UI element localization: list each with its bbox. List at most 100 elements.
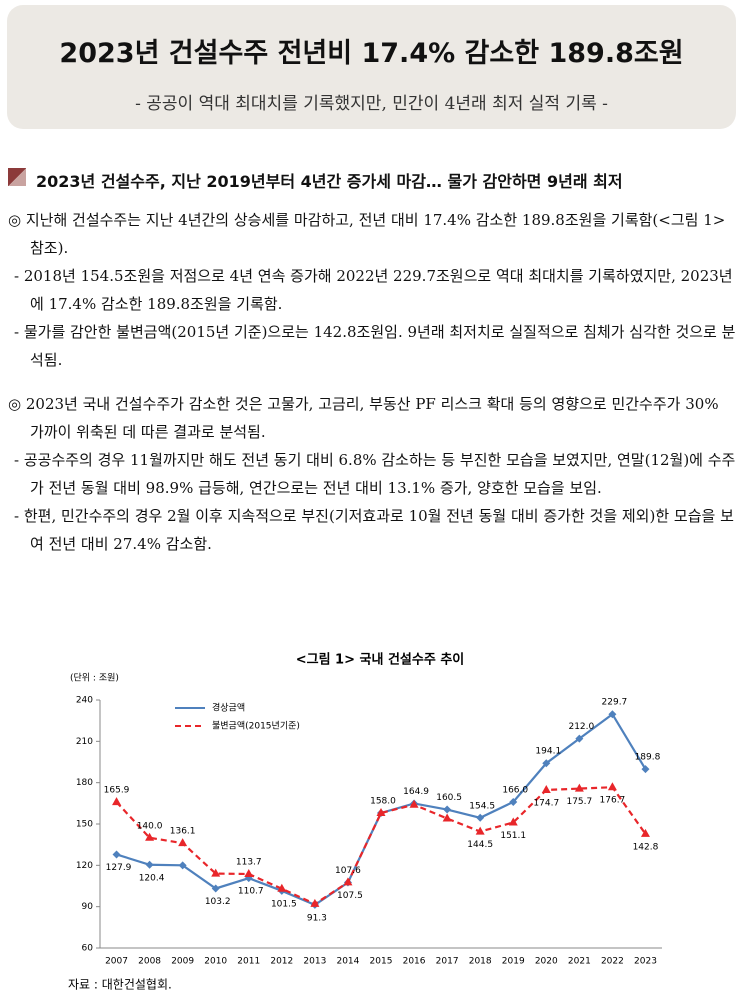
heading: 2023년 건설수주, 지난 2019년부터 4년간 증가세 마감… 물가 감안…	[8, 168, 736, 192]
point	[343, 877, 353, 886]
point	[277, 883, 287, 892]
value-label: 107.5	[337, 891, 363, 901]
value-label: 103.2	[205, 897, 231, 907]
value-label: 154.5	[469, 801, 495, 811]
value-label: 144.5	[467, 840, 493, 850]
point	[541, 784, 551, 793]
point	[112, 797, 122, 806]
value-label: 165.9	[104, 786, 130, 796]
sub-item: 공공수주의 경우 11월까지만 해도 전년 동기 대비 6.8% 감소하는 등 …	[8, 446, 736, 502]
value-label: 176.7	[600, 796, 626, 806]
y-tick-label: 180	[76, 778, 93, 788]
x-tick-label: 2010	[204, 957, 227, 967]
legend-label: 경상금액	[212, 702, 245, 714]
value-label: 120.4	[139, 873, 165, 883]
point	[145, 860, 154, 869]
bullet: 2023년 국내 건설수주가 감소한 것은 고물가, 고금리, 부동산 PF 리…	[8, 390, 736, 446]
y-tick-label: 240	[76, 696, 93, 706]
value-label: 189.8	[635, 753, 661, 763]
value-label: 140.0	[137, 821, 163, 831]
value-label: 127.9	[106, 863, 132, 873]
source: 자료 : 대한건설협회.	[68, 978, 172, 992]
x-tick-label: 2014	[336, 957, 359, 967]
value-label: 174.7	[533, 798, 559, 808]
value-label: 166.0	[502, 785, 528, 795]
sub-item: 2018년 154.5조원을 저점으로 4년 연속 증가해 2022년 229.…	[8, 262, 736, 318]
x-tick-label: 2016	[403, 957, 426, 967]
value-label: 110.7	[238, 887, 264, 897]
point	[509, 797, 518, 806]
value-label: 107.6	[335, 866, 361, 876]
point	[211, 884, 220, 893]
point	[574, 783, 584, 792]
point	[442, 813, 452, 822]
y-tick-label: 150	[76, 820, 93, 830]
point	[178, 861, 187, 870]
legend-label: 불변금액(2015년기준)	[212, 720, 300, 732]
y-tick-label: 90	[82, 902, 94, 912]
point	[244, 869, 254, 878]
point	[641, 765, 650, 774]
point	[409, 799, 419, 808]
point	[607, 782, 617, 791]
unit: (단위 : 조원)	[70, 673, 119, 684]
series-line	[115, 786, 647, 906]
point	[608, 710, 617, 719]
x-tick-label: 2021	[568, 957, 591, 967]
value-label: 136.1	[170, 827, 196, 837]
x-tick-label: 2022	[601, 957, 624, 967]
y-tick-label: 60	[82, 944, 94, 954]
value-label: 229.7	[602, 698, 628, 708]
point	[145, 832, 155, 841]
value-label: 164.9	[403, 787, 429, 797]
value-label: 158.0	[370, 796, 396, 806]
section: 2023년 건설수주, 지난 2019년부터 4년간 증가세 마감… 물가 감안…	[8, 168, 736, 558]
point	[310, 898, 320, 907]
x-tick-label: 2023	[634, 957, 657, 967]
x-tick-label: 2018	[469, 957, 492, 967]
y-tick-label: 120	[76, 861, 93, 871]
value-label: 160.5	[436, 793, 462, 803]
x-tick-label: 2019	[502, 957, 525, 967]
value-label: 101.5	[271, 899, 297, 909]
point	[376, 807, 386, 816]
chart: <그림 1> 국내 건설수주 추이 (단위 : 조원) 자료 : 대한건설협회.…	[68, 652, 662, 992]
sub-item: 물가를 감안한 불변금액(2015년 기준)으로는 142.8조원임. 9년래 …	[8, 318, 736, 374]
point	[211, 868, 221, 877]
spacer	[8, 374, 736, 390]
value-label: 194.1	[535, 747, 561, 757]
x-tick-label: 2020	[535, 957, 558, 967]
value-label: 151.1	[500, 831, 526, 841]
x-tick-label: 2009	[171, 957, 194, 967]
point	[112, 850, 121, 859]
value-label: 113.7	[236, 858, 262, 868]
bullet: 지난해 건설수주는 지난 4년간의 상승세를 마감하고, 전년 대비 17.4%…	[8, 206, 736, 262]
point	[476, 813, 485, 822]
x-tick-label: 2007	[105, 957, 128, 967]
point	[508, 817, 518, 826]
point	[178, 838, 188, 847]
value-label: 91.3	[307, 913, 327, 923]
chart-title: <그림 1> 국내 건설수주 추이	[296, 652, 465, 668]
value-label: 142.8	[633, 842, 659, 852]
x-tick-label: 2012	[270, 957, 293, 967]
subtitle: - 공공이 역대 최대치를 기록했지만, 민간이 4년래 최저 실적 기록 -	[135, 94, 608, 114]
sub-item: 한편, 민간수주의 경우 2월 이후 지속적으로 부진(기저효과로 10월 전년…	[8, 502, 736, 558]
value-label: 212.0	[568, 722, 594, 732]
x-tick-label: 2015	[370, 957, 393, 967]
value-label: 175.7	[566, 797, 592, 807]
x-tick-label: 2013	[303, 957, 326, 967]
bullets: 지난해 건설수주는 지난 4년간의 상승세를 마감하고, 전년 대비 17.4%…	[8, 206, 736, 558]
y-tick-label: 210	[76, 737, 93, 747]
point	[443, 805, 452, 814]
x-tick-label: 2011	[237, 957, 260, 967]
point	[575, 734, 584, 743]
point	[542, 759, 551, 768]
point	[475, 826, 485, 835]
x-tick-label: 2008	[138, 957, 161, 967]
title: 2023년 건설수주 전년비 17.4% 감소한 189.8조원	[59, 38, 684, 69]
x-tick-label: 2017	[436, 957, 459, 967]
header: 2023년 건설수주 전년비 17.4% 감소한 189.8조원 - 공공이 역…	[7, 5, 736, 129]
point	[640, 828, 650, 837]
